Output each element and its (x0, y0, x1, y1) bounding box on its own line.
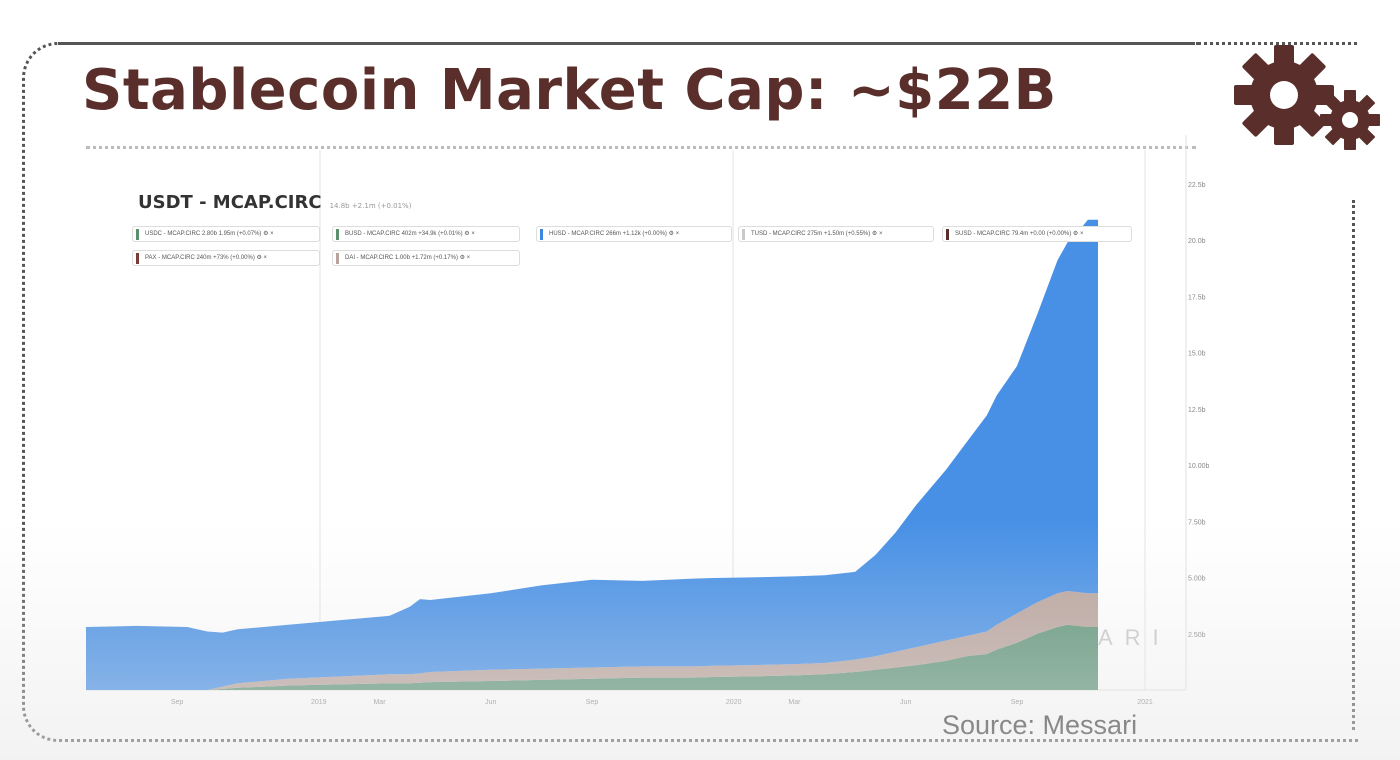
legend-swatch (742, 229, 745, 240)
slide-title: Stablecoin Market Cap: ~$22B (82, 58, 1057, 123)
legend-label: USDC - MCAP.CIRC 2.80b 1.95m (+0.07%) ⚙ … (145, 231, 274, 237)
legend-swatch (540, 229, 543, 240)
legend-label: DAI - MCAP.CIRC 1.00b +1.72m (+0.17%) ⚙ … (345, 255, 471, 261)
y-tick-label: 20.0b (1188, 238, 1206, 245)
x-tick-label: Sep (1011, 699, 1024, 706)
legend-item[interactable]: BUSD - MCAP.CIRC 402m +34.9k (+0.01%) ⚙ … (332, 226, 520, 242)
x-tick-label: Mar (373, 699, 386, 706)
x-tick-label: Sep (586, 699, 599, 706)
x-tick-label: Jun (900, 699, 911, 706)
y-tick-label: 15.0b (1188, 351, 1206, 358)
legend-item[interactable]: USDC - MCAP.CIRC 2.80b 1.95m (+0.07%) ⚙ … (132, 226, 320, 242)
y-tick-label: 7.50b (1188, 519, 1206, 526)
y-tick-label: 22.5b (1188, 182, 1206, 189)
y-tick-label: 17.5b (1188, 294, 1206, 301)
legend-label: HUSD - MCAP.CIRC 266m +1.12k (+0.00%) ⚙ … (549, 231, 680, 237)
legend-item[interactable]: SUSD - MCAP.CIRC 79.4m +0.00 (+0.00%) ⚙ … (942, 226, 1132, 242)
chart-title-text: USDT - MCAP.CIRC (138, 192, 322, 213)
legend-item[interactable]: DAI - MCAP.CIRC 1.00b +1.72m (+0.17%) ⚙ … (332, 250, 520, 266)
x-tick-label: Jun (485, 699, 496, 706)
legend-swatch (946, 229, 949, 240)
x-tick-label: 2021 (1137, 699, 1153, 706)
legend-swatch (336, 229, 339, 240)
chart-title: USDT - MCAP.CIRC 14.8b +2.1m (+0.01%) (138, 192, 411, 213)
y-tick-label: 5.00b (1188, 576, 1206, 583)
chart-title-sub: 14.8b +2.1m (+0.01%) (329, 202, 412, 210)
x-tick-label: Sep (171, 699, 184, 706)
legend-label: PAX - MCAP.CIRC 240m +73% (+0.00%) ⚙ × (145, 255, 268, 261)
slide-frame-right (1352, 200, 1355, 730)
legend-label: SUSD - MCAP.CIRC 79.4m +0.00 (+0.00%) ⚙ … (955, 231, 1084, 237)
y-tick-label: 10.00b (1188, 463, 1210, 470)
legend-label: TUSD - MCAP.CIRC 275m +1.50m (+0.55%) ⚙ … (751, 231, 883, 237)
legend-swatch (136, 253, 139, 264)
legend-item[interactable]: PAX - MCAP.CIRC 240m +73% (+0.00%) ⚙ × (132, 250, 320, 266)
watermark-text: ARI (1098, 625, 1171, 650)
x-tick-label: 2020 (726, 699, 742, 706)
x-tick-label: 2019 (311, 699, 327, 706)
title-divider (86, 146, 1196, 149)
legend-swatch (136, 229, 139, 240)
legend-swatch (336, 253, 339, 264)
x-tick-label: Mar (788, 699, 801, 706)
legend-item[interactable]: TUSD - MCAP.CIRC 275m +1.50m (+0.55%) ⚙ … (738, 226, 934, 242)
gears-icon (1234, 45, 1380, 150)
y-tick-label: 2.50b (1188, 632, 1206, 639)
area-series-2 (86, 219, 1098, 690)
legend-label: BUSD - MCAP.CIRC 402m +34.9k (+0.01%) ⚙ … (345, 231, 475, 237)
y-tick-label: 12.5b (1188, 407, 1206, 414)
source-caption: Source: Messari (942, 710, 1138, 740)
legend-item[interactable]: HUSD - MCAP.CIRC 266m +1.12k (+0.00%) ⚙ … (536, 226, 732, 242)
